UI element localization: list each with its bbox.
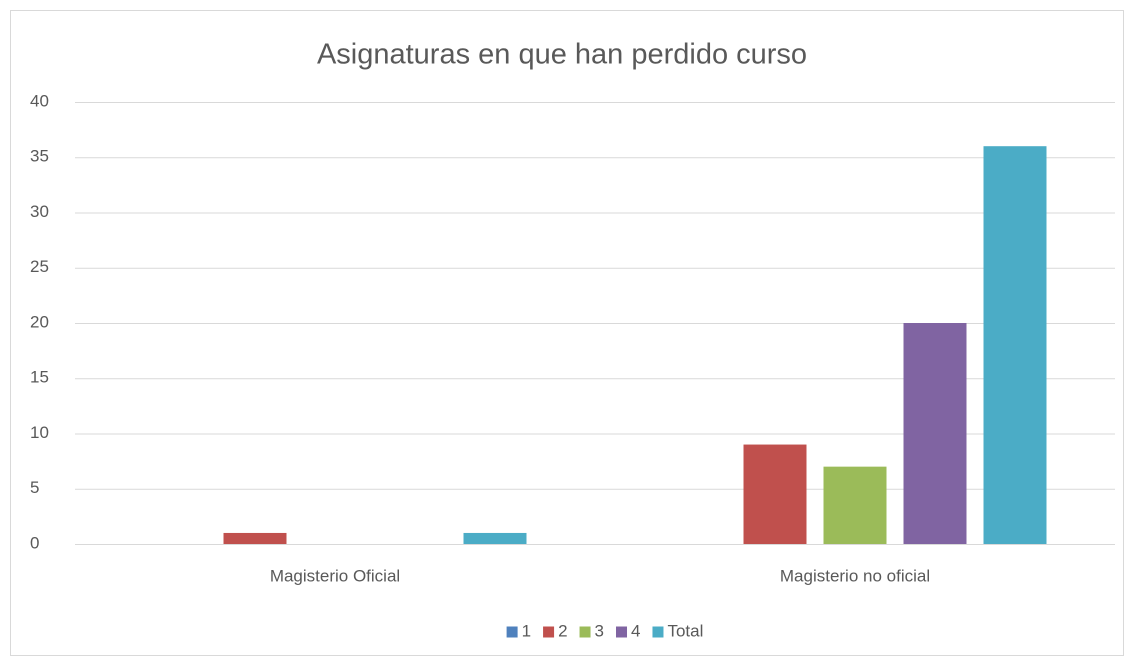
x-tick-label: Magisterio Oficial [270,566,400,585]
legend-item: Total [652,621,703,640]
legend-item: 2 [543,621,568,640]
y-tick-label: 0 [30,533,39,552]
legend-label: 4 [631,621,640,640]
y-tick-label: 20 [30,312,49,331]
legend-swatch [652,626,664,638]
legend-swatch [579,626,591,638]
legend-item: 4 [616,621,640,640]
y-tick-label: 40 [30,91,49,110]
y-tick-label: 30 [30,202,49,221]
legend-label: 3 [595,621,604,640]
bar [223,532,287,544]
bar [983,146,1047,544]
legend-label: Total [667,621,703,640]
y-tick-label: 15 [30,368,49,387]
legend-swatch [543,626,555,638]
bar [903,323,967,544]
y-tick-label: 35 [30,147,49,166]
bar [463,532,527,544]
legend-item: 1 [506,621,531,640]
bar [743,444,807,544]
y-tick-label: 5 [30,478,39,497]
y-tick-label: 25 [30,257,49,276]
y-tick-label: 10 [30,423,49,442]
legend-item: 3 [579,621,604,640]
legend-label: 1 [522,621,531,640]
x-tick-label: Magisterio no oficial [780,566,930,585]
legend-swatch [616,626,628,638]
legend-label: 2 [558,621,567,640]
chart-title: Asignaturas en que han perdido curso [317,39,807,71]
legend-swatch [506,626,518,638]
bar [823,466,887,544]
